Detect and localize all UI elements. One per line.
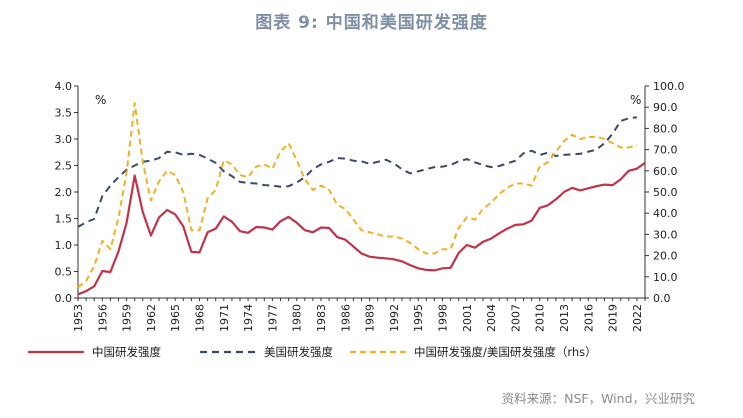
x-tick-label: 1989	[364, 304, 377, 332]
source-note: 资料来源：NSF，Wind，兴业研究	[501, 391, 695, 406]
right-tick-label: 60.0	[653, 165, 678, 178]
x-tick-label: 2004	[485, 304, 498, 332]
x-tick-label: 1959	[121, 304, 134, 332]
left-tick-label: 2.0	[55, 186, 73, 199]
x-tick-label: 1965	[169, 304, 182, 332]
x-tick-label: 2019	[607, 304, 620, 332]
right-tick-label: 20.0	[653, 250, 678, 263]
legend-label-0: 中国研发强度	[92, 345, 161, 359]
axes-layer: 0.0 0.5 1.0 1.5 2.0 2.5 3.0 3.5 4.0 0.0 10.0 20.0 30…	[55, 80, 685, 332]
chart: 0.0 0.5 1.0 1.5 2.0 2.5 3.0 3.5 4.0 0.0 10.0 20.0 30…	[28, 80, 685, 359]
left-tick-label: 2.5	[55, 160, 73, 173]
lines-layer	[77, 102, 646, 296]
left-tick-label: 3.5	[55, 107, 73, 120]
x-tick-label: 2001	[461, 304, 474, 332]
left-unit-label: %	[95, 93, 106, 107]
x-tick-label: 1983	[315, 304, 328, 332]
x-tick-label: 2016	[582, 304, 595, 332]
legend-label-2: 中国研发强度/美国研发强度（rhs）	[414, 345, 597, 359]
right-unit-label: %	[630, 93, 641, 107]
left-tick-label: 1.5	[55, 213, 73, 226]
left-tick-label: 3.0	[55, 133, 73, 146]
x-tick-label: 1962	[145, 304, 158, 332]
x-tick-label: 1968	[194, 304, 207, 332]
right-tick-label: 100.0	[653, 80, 685, 93]
x-tick-label: 2013	[558, 304, 571, 332]
legend-label-1: 美国研发强度	[264, 345, 333, 359]
chart-title: 图表 9: 中国和美国研发强度	[255, 13, 488, 33]
left-tick-label: 0.0	[55, 292, 73, 305]
x-tick-label: 1980	[291, 304, 304, 332]
left-tick-label: 1.0	[55, 239, 73, 252]
right-tick-label: 30.0	[653, 228, 678, 241]
x-tick-label: 1986	[339, 304, 352, 332]
x-tick-label: 2010	[534, 304, 547, 332]
x-tick-label: 1974	[242, 304, 255, 332]
x-tick-label: 1992	[388, 304, 401, 332]
left-tick-label: 0.5	[55, 266, 73, 279]
x-tick-label: 2022	[631, 304, 644, 332]
left-tick-label: 4.0	[55, 80, 73, 93]
right-tick-label: 10.0	[653, 271, 678, 284]
x-tick-label: 1953	[72, 304, 85, 332]
x-tick-label: 1956	[96, 304, 109, 332]
right-tick-label: 80.0	[653, 122, 678, 135]
x-tick-label: 1998	[437, 304, 450, 332]
x-tick-label: 1971	[218, 304, 231, 332]
right-tick-label: 70.0	[653, 144, 678, 157]
right-tick-label: 50.0	[653, 186, 678, 199]
series-line-0	[77, 162, 646, 296]
series-line-1	[77, 116, 638, 228]
right-tick-label: 0.0	[653, 292, 671, 305]
x-tick-label: 1995	[412, 304, 425, 332]
x-tick-label: 2007	[509, 304, 522, 332]
series-line-2	[77, 102, 638, 289]
right-tick-label: 90.0	[653, 101, 678, 114]
legend: 中国研发强度 美国研发强度 中国研发强度/美国研发强度（rhs）	[28, 345, 597, 359]
x-tick-label: 1977	[266, 304, 279, 332]
right-tick-label: 40.0	[653, 207, 678, 220]
